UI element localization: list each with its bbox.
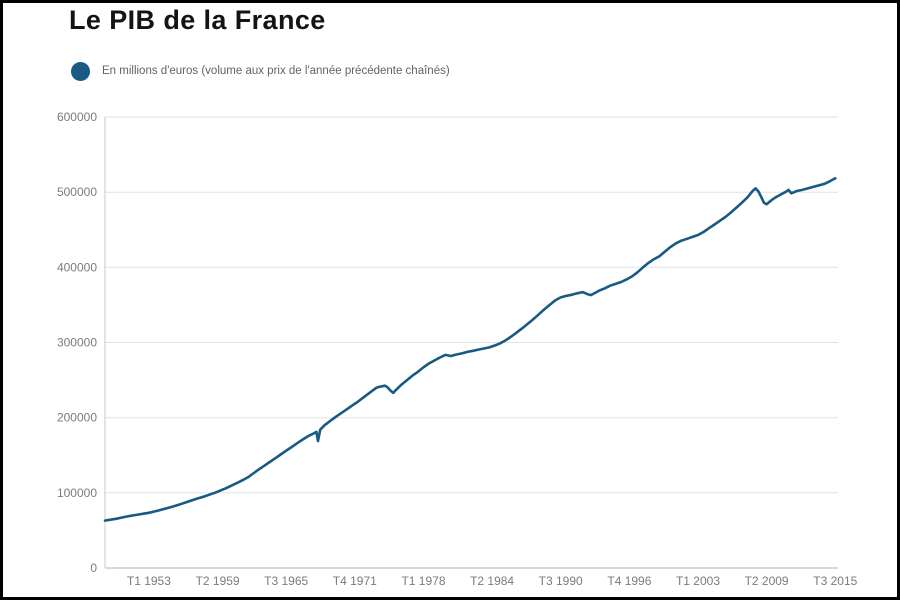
x-axis-tick-label: T3 1990 <box>539 574 583 588</box>
y-axis-tick-label: 0 <box>90 561 97 575</box>
gdp-line-chart: 0 100000 200000 300000 400000 500000 600000 T1 … <box>57 110 858 588</box>
x-axis-tick-label: T3 2015 <box>813 574 857 588</box>
series-marker-icon <box>71 61 90 81</box>
x-axis-tick-label: T4 1996 <box>607 574 651 588</box>
y-axis-tick-label: 100000 <box>57 486 97 500</box>
x-axis-tick-label: T4 1971 <box>333 574 377 588</box>
legend-label: En millions d'euros (volume aux prix de … <box>102 65 450 77</box>
x-axis-tick-label: T2 2009 <box>745 574 789 588</box>
y-axis-tick-label: 600000 <box>57 110 97 124</box>
chart-title: Le PIB de la France <box>69 5 326 35</box>
y-axis-tick-label: 500000 <box>57 185 97 199</box>
y-axis-tick-label: 400000 <box>57 260 97 274</box>
x-axis-tick-label: T1 1953 <box>127 574 171 588</box>
x-axis-tick-label: T2 1984 <box>470 574 514 588</box>
y-axis-tick-label: 300000 <box>57 336 97 350</box>
legend: En millions d'euros (volume aux prix de … <box>71 61 450 81</box>
x-axis-tick-label: T1 1978 <box>401 574 445 588</box>
gdp-line-series <box>103 177 837 522</box>
x-axis-tick-label: T1 2003 <box>676 574 720 588</box>
x-axis-tick-label: T2 1959 <box>196 574 240 588</box>
x-axis-tick-label: T3 1965 <box>264 574 308 588</box>
y-axis-tick-label: 200000 <box>57 411 97 425</box>
